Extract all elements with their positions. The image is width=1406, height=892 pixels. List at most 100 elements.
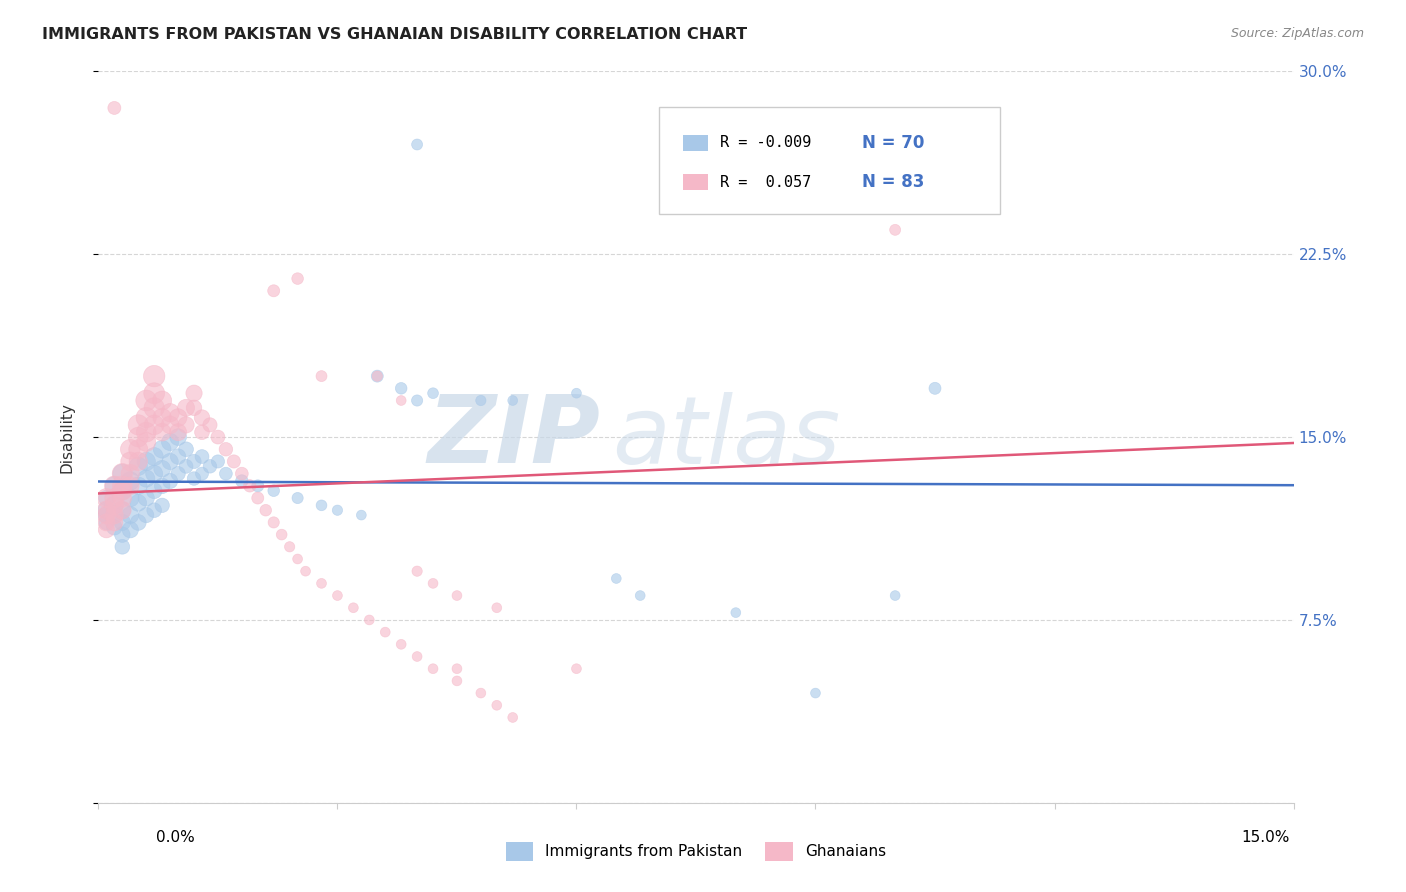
Point: [127, 479, 149, 493]
Point: [278, 540, 301, 554]
Point: [191, 425, 214, 440]
Point: [502, 710, 524, 724]
Point: [96, 491, 118, 505]
Point: [127, 430, 149, 444]
Point: [366, 369, 388, 384]
Point: [422, 386, 444, 401]
Point: [135, 454, 157, 468]
Point: [422, 662, 444, 676]
Text: atlas: atlas: [613, 392, 841, 483]
Point: [143, 369, 166, 384]
Point: [150, 393, 173, 408]
Point: [183, 471, 205, 485]
Point: [120, 442, 142, 457]
Point: [167, 467, 190, 481]
Point: [231, 467, 253, 481]
Point: [96, 516, 118, 530]
Point: [103, 479, 125, 493]
Y-axis label: Disability: Disability: [60, 401, 75, 473]
Point: [884, 223, 907, 237]
Point: [135, 508, 157, 522]
Point: [884, 589, 907, 603]
Point: [191, 450, 214, 464]
Text: 15.0%: 15.0%: [1241, 830, 1289, 845]
Point: [207, 430, 229, 444]
Text: 0.0%: 0.0%: [156, 830, 195, 845]
Point: [311, 576, 333, 591]
Legend: Immigrants from Pakistan, Ghanaians: Immigrants from Pakistan, Ghanaians: [498, 834, 894, 868]
Point: [470, 686, 492, 700]
Point: [103, 516, 125, 530]
Point: [96, 491, 118, 505]
Point: [103, 499, 125, 513]
Point: [120, 491, 142, 505]
Point: [143, 417, 166, 432]
Point: [150, 499, 173, 513]
Point: [111, 503, 134, 517]
Point: [724, 606, 747, 620]
Text: Source: ZipAtlas.com: Source: ZipAtlas.com: [1230, 27, 1364, 40]
Point: [183, 454, 205, 468]
Point: [111, 527, 134, 541]
Point: [470, 393, 492, 408]
Point: [605, 572, 627, 586]
Point: [135, 434, 157, 449]
Point: [150, 462, 173, 476]
Point: [263, 284, 285, 298]
Text: R =  0.057: R = 0.057: [720, 175, 811, 190]
Point: [111, 467, 134, 481]
Point: [222, 454, 245, 468]
Point: [406, 393, 429, 408]
Point: [326, 503, 349, 517]
Point: [143, 483, 166, 498]
Point: [167, 410, 190, 425]
Point: [103, 520, 125, 534]
Point: [167, 430, 190, 444]
Point: [287, 552, 309, 566]
Point: [565, 386, 588, 401]
Text: R = -0.009: R = -0.009: [720, 136, 811, 151]
Point: [135, 491, 157, 505]
Point: [96, 508, 118, 522]
Point: [446, 662, 468, 676]
Point: [150, 479, 173, 493]
Point: [294, 564, 316, 578]
Point: [111, 540, 134, 554]
Point: [167, 425, 190, 440]
Point: [159, 417, 181, 432]
Point: [215, 467, 238, 481]
Point: [191, 410, 214, 425]
Point: [111, 483, 134, 498]
Point: [326, 589, 349, 603]
Point: [120, 474, 142, 488]
Point: [389, 381, 412, 395]
Point: [127, 496, 149, 510]
Point: [446, 589, 468, 603]
Point: [111, 516, 134, 530]
Point: [485, 600, 508, 615]
Point: [159, 434, 181, 449]
Point: [135, 393, 157, 408]
Point: [111, 503, 134, 517]
Point: [143, 450, 166, 464]
Point: [127, 516, 149, 530]
Point: [263, 483, 285, 498]
Point: [96, 503, 118, 517]
Point: [422, 576, 444, 591]
Point: [359, 613, 381, 627]
Point: [167, 450, 190, 464]
Point: [183, 386, 205, 401]
Point: [143, 467, 166, 481]
Point: [174, 401, 197, 415]
Point: [127, 459, 149, 474]
Point: [406, 649, 429, 664]
Point: [406, 564, 429, 578]
Point: [103, 479, 125, 493]
Point: [120, 454, 142, 468]
Point: [159, 406, 181, 420]
Point: [246, 491, 269, 505]
Point: [159, 454, 181, 468]
Point: [143, 386, 166, 401]
Point: [120, 523, 142, 537]
Point: [485, 698, 508, 713]
